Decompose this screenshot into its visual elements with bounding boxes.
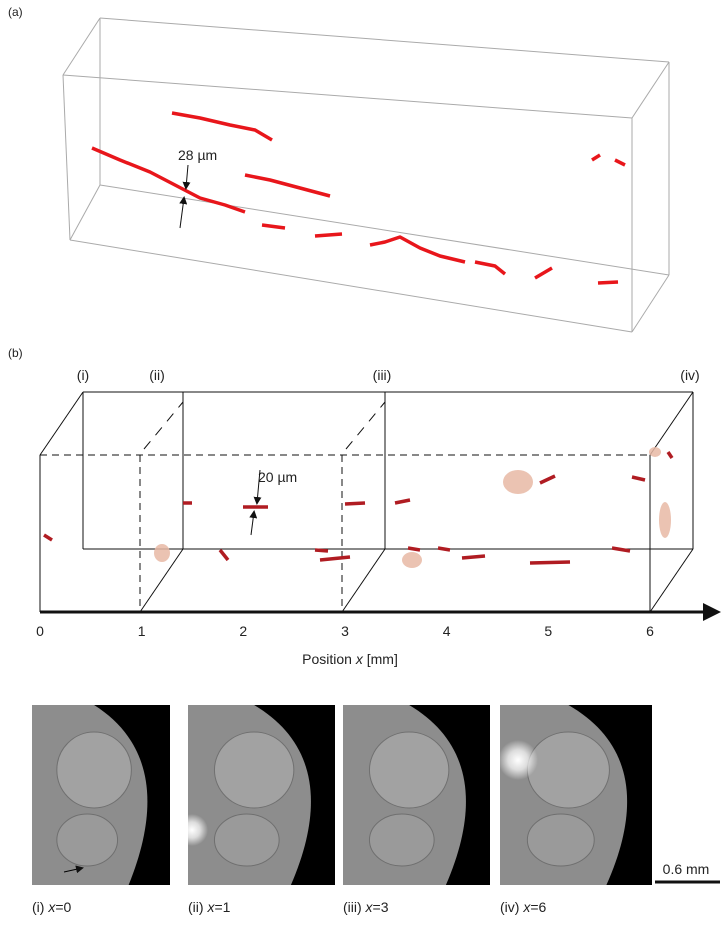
fiber-cluster [649,447,661,457]
fiber-cluster [659,502,671,538]
arrow [251,512,254,535]
arrow [180,198,184,228]
fiber [345,503,365,504]
box-edge [632,62,669,118]
fiber [612,548,630,551]
fiber [220,550,228,560]
fiber [668,452,672,458]
x-tick-label: 5 [544,623,552,639]
fiber [598,282,618,283]
box-edge [63,75,632,118]
tissue-region [57,732,132,808]
section-label: (iv) [680,367,699,383]
box-edge [346,402,385,449]
x-tick-label: 3 [341,623,349,639]
fiber [320,557,350,560]
annotation: 28 µm [178,147,217,163]
fiber [44,535,52,540]
fiber [530,562,570,563]
caption-text: =3 [373,899,389,915]
section-label: (ii) [149,367,165,383]
fiber [245,175,330,196]
section-label: (i) [77,367,89,383]
caption: (i) x=0 [32,899,72,915]
tissue-region [369,732,448,808]
tissue-region [214,732,293,808]
section-label: (iii) [373,367,392,383]
caption-text: =0 [55,899,71,915]
fiber [632,477,645,480]
caption: (iii) x=3 [343,899,389,915]
caption-text: (i) [32,899,48,915]
annotation: 20 µm [258,469,297,485]
box-edge [100,185,669,275]
box-edge [40,392,83,455]
box-edge [63,75,70,240]
fiber [462,556,485,558]
caption-text: (iv) [500,899,523,915]
box-edge [100,18,669,62]
axis-label-text: [mm] [363,651,398,667]
tissue-region [369,814,434,866]
fiber [540,476,555,483]
flare [176,814,208,846]
arrow [186,165,188,188]
scale-bar-label: 0.6 mm [663,861,710,877]
flare [498,740,538,780]
fiber [475,262,505,274]
axis-label: Position x [mm] [302,651,398,667]
caption: (iv) x=6 [500,899,547,915]
fiber [438,548,450,550]
fiber [172,113,272,140]
panel-label: (a) [8,5,23,19]
x-tick-label: 0 [36,623,44,639]
box-edge [70,240,632,332]
fiber [315,234,342,236]
caption-text: (ii) [188,899,207,915]
caption-text: (iii) [343,899,366,915]
axis-label-text: Position [302,651,356,667]
fiber [535,268,552,278]
x-tick-label: 4 [443,623,451,639]
tissue-region [527,732,609,808]
box-edge [70,185,100,240]
fiber-cluster [402,552,422,568]
caption: (ii) x=1 [188,899,231,915]
tissue-region [214,814,279,866]
fiber [262,225,285,228]
tissue-region [57,814,118,866]
box-edge [650,392,693,455]
x-tick-label: 6 [646,623,654,639]
fiber-cluster [503,470,533,494]
caption-text: =1 [214,899,230,915]
fiber [315,550,328,551]
fiber-cluster [154,544,170,562]
fiber [615,160,625,165]
figure: (a) 28 µm (b) 20 µm Position x [mm] 0.6 … [0,0,724,946]
x-tick-label: 2 [239,623,247,639]
panel-label: (b) [8,346,23,360]
fiber [395,500,410,503]
fiber [592,155,600,160]
fiber [92,148,245,212]
fiber [408,548,420,550]
box-edge [63,18,100,75]
tissue-region [527,814,594,866]
x-tick-label: 1 [138,623,146,639]
box-edge [650,549,693,612]
caption-text: =6 [530,899,546,915]
box-edge [144,402,183,449]
box-edge [632,275,669,332]
